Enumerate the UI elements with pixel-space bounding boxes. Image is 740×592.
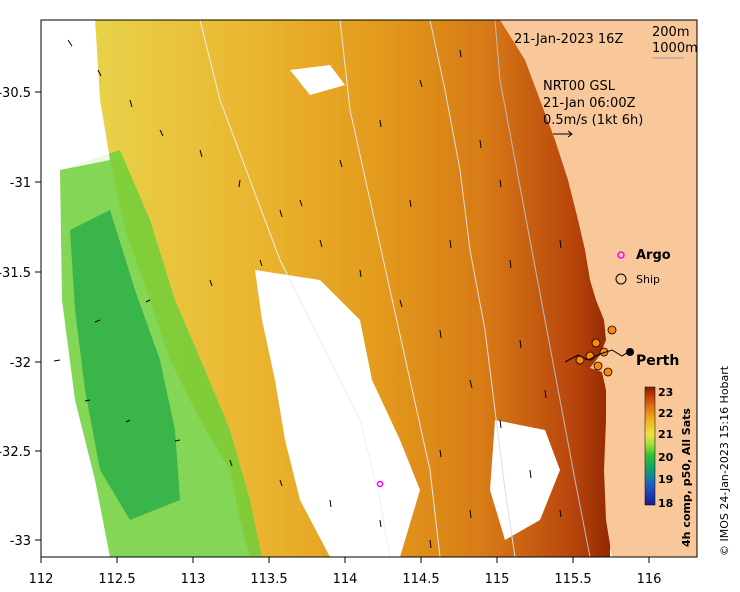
ship-legend-label: Ship [636,273,660,286]
perth-marker[interactable] [626,348,634,356]
colorbar-tick-21: 21 [658,428,673,441]
isobath-deeper [199,20,391,557]
colorbar-label: 4h comp, p50, All Sats [680,408,693,547]
x-tick-116: 116 [637,572,662,587]
x-tick-113: 113 [181,572,206,587]
current-vectors [53,39,562,549]
colorbar-tick-23: 23 [658,386,673,399]
argo-float-marker[interactable] [376,480,384,488]
colorbar-tick-19: 19 [658,473,673,486]
y-tick-33: -33 [10,534,31,549]
colorbar-tick-20: 20 [658,451,674,464]
x-axis [40,557,650,563]
current-info-line3: 0.5m/s (1kt 6h) [543,113,643,128]
x-tick-112: 112 [29,572,54,587]
x-tick-113-5: 113.5 [250,572,287,587]
scale-arrow [553,130,573,138]
x-tick-114-5: 114.5 [402,572,439,587]
plot-frame [40,19,698,558]
isobath-label-1000m: 1000m [652,41,698,56]
y-tick-32-5: -32.5 [0,445,31,460]
x-tick-112-5: 112.5 [98,572,135,587]
y-tick-31-5: -31.5 [0,266,31,281]
x-tick-114: 114 [333,572,358,587]
ship-track [564,349,629,363]
credit-text: © IMOS 24-Jan-2023 15:16 Hobart [718,365,731,556]
argo-legend-symbol [617,251,625,259]
colorbar-tick-18: 18 [658,497,673,510]
x-tick-115: 115 [485,572,510,587]
ship-legend-symbol [615,273,627,285]
y-tick-31: -31 [10,176,31,191]
y-axis [35,91,41,541]
colorbar-tick-22: 22 [658,407,673,420]
sst-cooler-core [70,210,180,520]
cloud-gap-offshore [255,270,420,557]
isobath-1000m [429,20,516,557]
isobath-deep [339,20,441,557]
isobath-label-200m: 200m [652,25,689,40]
colorbar [644,386,656,506]
y-tick-32: -32 [10,356,31,371]
current-info-line1: NRT00 GSL [543,79,616,94]
y-tick-30-5: -30.5 [0,86,31,101]
argo-legend-label: Argo [636,248,671,263]
city-label-perth: Perth [636,353,679,369]
isobath-200m [494,20,591,557]
date-label: 21-Jan-2023 16Z [514,32,623,47]
x-tick-115-5: 115.5 [554,572,591,587]
cloud-gap-west [41,20,110,180]
current-info-line2: 21-Jan 06:00Z [543,96,636,111]
plot-area [41,20,697,557]
cloud-gap-north [290,65,345,95]
